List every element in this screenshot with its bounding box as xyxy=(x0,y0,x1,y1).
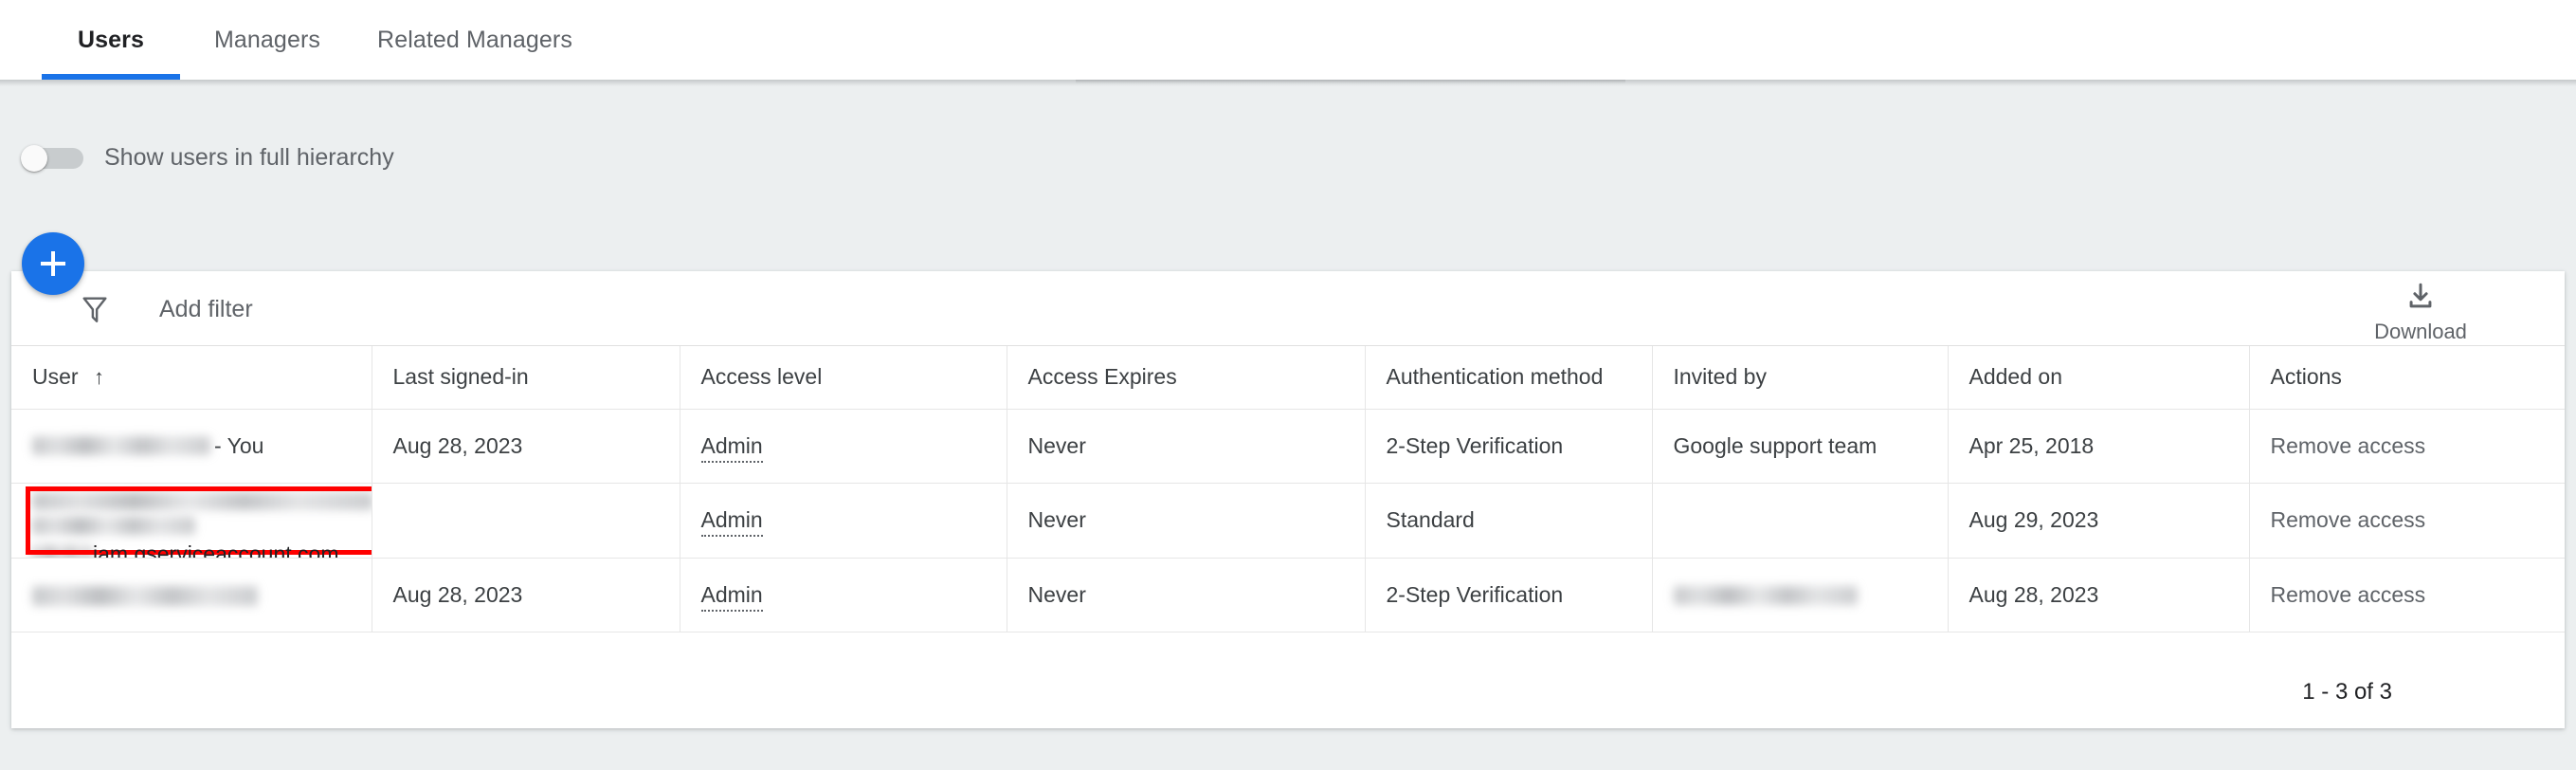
cell-actions: Remove access xyxy=(2249,558,2565,632)
column-header-last-signed-in-label: Last signed-in xyxy=(392,364,529,390)
column-header-user-label: User xyxy=(32,364,79,390)
cell-authentication-method: Standard xyxy=(1365,483,1653,559)
tab-managers-label: Managers xyxy=(214,26,320,53)
access-level-link[interactable]: Admin xyxy=(700,507,763,537)
pagination-range-label: 1 - 3 of 3 xyxy=(2302,678,2392,705)
filter-funnel-icon xyxy=(79,293,111,330)
tab-related-managers-label: Related Managers xyxy=(377,26,572,53)
tab-bar: Users Managers Related Managers xyxy=(0,0,2576,80)
column-header-authentication-method[interactable]: Authentication method xyxy=(1365,346,1653,410)
access-level-link[interactable]: Admin xyxy=(700,432,763,463)
redacted-email-line-2 xyxy=(32,516,195,535)
column-header-authentication-method-label: Authentication method xyxy=(1386,364,1604,390)
column-header-invited-by-label: Invited by xyxy=(1673,364,1767,390)
cell-invited-by: Google support team xyxy=(1652,409,1949,484)
cell-access-level: Admin xyxy=(680,483,1007,559)
cell-added-on: Apr 25, 2018 xyxy=(1948,409,2250,484)
table-row: iam.gserviceaccount.com Admin Never Stan… xyxy=(11,483,2565,559)
add-user-fab[interactable] xyxy=(22,232,84,295)
cell-last-signed-in xyxy=(372,483,680,559)
tab-users-label: Users xyxy=(78,26,144,53)
service-account-domain: iam.gserviceaccount.com xyxy=(93,541,339,558)
column-header-actions: Actions xyxy=(2249,346,2565,410)
redacted-email xyxy=(1673,586,1858,606)
filter-funnel-button[interactable] xyxy=(70,289,119,333)
cell-access-level: Admin xyxy=(680,558,1007,632)
tab-managers[interactable]: Managers xyxy=(180,0,354,80)
cell-authentication-method: 2-Step Verification xyxy=(1365,558,1653,632)
remove-access-link[interactable]: Remove access xyxy=(2270,507,2426,532)
add-filter-input[interactable]: Add filter xyxy=(159,296,253,322)
column-header-added-on[interactable]: Added on xyxy=(1948,346,2250,410)
service-account-domain-row: iam.gserviceaccount.com xyxy=(32,541,351,558)
cell-user xyxy=(11,558,372,632)
show-full-hierarchy-toggle[interactable] xyxy=(21,144,83,172)
table-header-row: User ↑ Last signed-in Access level Acces… xyxy=(11,346,2565,410)
tab-bar-shadow xyxy=(0,80,2576,86)
pagination-bar: 1 - 3 of 3 xyxy=(11,655,2565,728)
sort-ascending-icon[interactable]: ↑ xyxy=(93,365,104,390)
cell-last-signed-in: Aug 28, 2023 xyxy=(372,409,680,484)
download-icon xyxy=(2404,281,2437,318)
tab-related-managers[interactable]: Related Managers xyxy=(354,0,595,80)
tab-bar-left-spacer xyxy=(0,0,42,80)
access-level-link[interactable]: Admin xyxy=(700,581,763,612)
cell-access-level: Admin xyxy=(680,409,1007,484)
column-header-added-on-label: Added on xyxy=(1968,364,2062,390)
column-header-user[interactable]: User ↑ xyxy=(11,346,372,410)
cell-added-on: Aug 29, 2023 xyxy=(1948,483,2250,559)
cell-invited-by xyxy=(1652,558,1949,632)
cell-added-on: Aug 28, 2023 xyxy=(1948,558,2250,632)
service-account-identity: iam.gserviceaccount.com xyxy=(32,484,371,558)
download-label: Download xyxy=(2374,320,2467,343)
cell-access-expires: Never xyxy=(1007,558,1366,632)
remove-access-link[interactable]: Remove access xyxy=(2270,432,2426,458)
column-header-access-expires-label: Access Expires xyxy=(1027,364,1177,390)
users-table: User ↑ Last signed-in Access level Acces… xyxy=(11,346,2565,632)
redacted-email-line-1 xyxy=(32,491,371,510)
table-row: - You Aug 28, 2023 Admin Never 2-Step Ve… xyxy=(11,409,2565,484)
cell-authentication-method: 2-Step Verification xyxy=(1365,409,1653,484)
cell-invited-by xyxy=(1652,483,1949,559)
column-header-invited-by[interactable]: Invited by xyxy=(1652,346,1949,410)
column-header-access-level-label: Access level xyxy=(700,364,823,390)
show-full-hierarchy-row[interactable]: Show users in full hierarchy xyxy=(21,144,394,172)
cell-actions: Remove access xyxy=(2249,483,2565,559)
column-header-access-level[interactable]: Access level xyxy=(680,346,1007,410)
users-table-card: Add filter Download User ↑ Last signed-i… xyxy=(11,271,2565,728)
cell-access-expires: Never xyxy=(1007,409,1366,484)
tab-users[interactable]: Users xyxy=(42,0,180,80)
download-button[interactable]: Download xyxy=(2364,281,2477,344)
column-header-last-signed-in[interactable]: Last signed-in xyxy=(372,346,680,410)
table-body: - You Aug 28, 2023 Admin Never 2-Step Ve… xyxy=(11,409,2565,632)
current-user-suffix: - You xyxy=(214,432,264,458)
redacted-email-line-3 xyxy=(32,544,93,557)
cell-user: iam.gserviceaccount.com xyxy=(11,483,372,559)
toggle-knob xyxy=(21,144,47,172)
column-header-actions-label: Actions xyxy=(2270,364,2342,390)
cell-last-signed-in: Aug 28, 2023 xyxy=(372,558,680,632)
redacted-email xyxy=(32,436,210,455)
table-row: Aug 28, 2023 Admin Never 2-Step Verifica… xyxy=(11,558,2565,632)
table-header: User ↑ Last signed-in Access level Acces… xyxy=(11,346,2565,410)
user-identity: - You xyxy=(32,433,351,459)
cell-access-expires: Never xyxy=(1007,483,1366,559)
filter-bar: Add filter Download xyxy=(11,271,2565,346)
remove-access-link[interactable]: Remove access xyxy=(2270,581,2426,607)
cell-actions: Remove access xyxy=(2249,409,2565,484)
column-header-access-expires[interactable]: Access Expires xyxy=(1007,346,1366,410)
show-full-hierarchy-label: Show users in full hierarchy xyxy=(104,144,394,171)
cell-user: - You xyxy=(11,409,372,484)
redacted-email xyxy=(32,585,258,606)
